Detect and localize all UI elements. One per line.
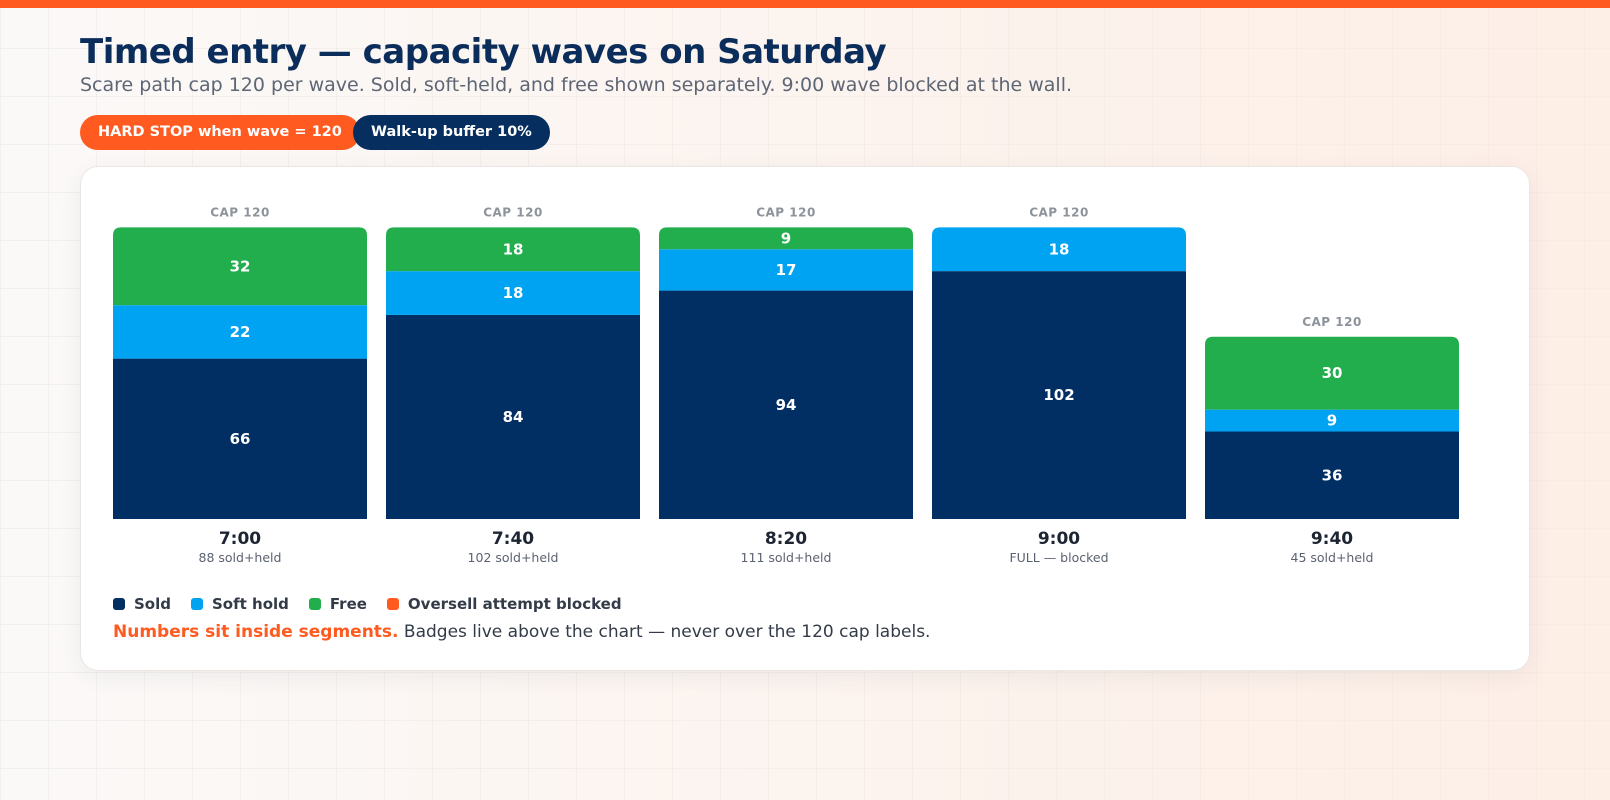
bar-segment-soft_hold-5 [1205,409,1459,432]
bar-segment-sold-5 [1205,431,1459,519]
data-label-sold-2: 84 [503,408,524,426]
data-label-sold-3: 94 [776,396,797,414]
bar-segment-free-3 [659,227,913,250]
bar-segment-soft_hold-4 [932,227,1186,272]
x-tick-label-1: 7:00 [219,529,261,549]
x-sublabel-2: 102 sold+held [468,550,559,565]
chart-legend: Sold Soft hold Free Oversell attempt blo… [113,595,642,613]
legend-item-oversell: Oversell attempt blocked [386,595,622,613]
data-label-sold-5: 36 [1322,466,1343,484]
legend-label-sold: Sold [134,595,171,613]
cap-label-4: CAP 120 [1029,205,1089,219]
bar-segment-free-5 [1205,336,1459,410]
data-label-sold-1: 66 [230,430,251,448]
bar-segment-soft_hold-3 [659,249,913,291]
data-label-free-2: 18 [503,240,524,258]
legend-swatch-oversell [386,598,399,610]
legend-swatch-sold [113,598,125,610]
legend-swatch-free [308,598,321,610]
legend-label-soft-hold: Soft hold [212,595,289,613]
data-label-free-5: 30 [1322,364,1343,382]
chart-card: 66 22 32 CAP 120 7:00 88 sold+held 84 18 18 CAP 1… [80,166,1530,671]
bar-segment-free-2 [386,227,640,272]
legend-swatch-soft-hold [191,598,203,610]
chart-note: Numbers sit inside segments. Badges live… [113,622,930,642]
bar-segment-sold-4 [932,271,1186,519]
accent-top-bar [0,0,1610,8]
cap-label-1: CAP 120 [210,205,270,219]
bar-segment-free-1 [113,227,367,306]
bar-segment-sold-3 [659,290,913,519]
page-subtitle: Scare path cap 120 per wave. Sold, soft-… [80,74,1073,96]
x-tick-label-3: 8:20 [765,529,807,549]
bar-segment-sold-1 [113,358,367,519]
cap-label-2: CAP 120 [483,205,543,219]
data-label-soft_hold-4: 18 [1049,240,1070,258]
legend-label-free: Free [329,595,367,613]
bar-segment-sold-2 [386,314,640,519]
chart-note-highlight: Numbers sit inside segments. [113,622,399,642]
walkup-buffer-badge: Walk-up buffer 10% [353,115,550,150]
legend-item-free: Free [308,595,367,613]
data-label-soft_hold-1: 22 [230,323,251,341]
x-sublabel-3: 111 sold+held [741,550,832,565]
data-label-sold-4: 102 [1043,386,1074,404]
data-label-soft_hold-3: 17 [776,261,797,279]
legend-item-sold: Sold [113,595,171,613]
data-label-soft_hold-2: 18 [503,284,524,302]
chart-note-text: Badges live above the chart — never over… [398,622,931,642]
data-label-free-1: 32 [230,257,251,275]
cap-label-5: CAP 120 [1302,315,1362,329]
legend-label-oversell: Oversell attempt blocked [407,595,622,613]
x-sublabel-4: FULL — blocked [1009,550,1108,565]
data-label-soft_hold-5: 9 [1327,412,1337,430]
hard-stop-badge: HARD STOP when wave = 120 [80,115,360,150]
data-label-free-3: 9 [781,229,791,247]
cap-label-3: CAP 120 [756,205,816,219]
x-sublabel-1: 88 sold+held [199,550,282,565]
bar-segment-soft_hold-1 [113,305,367,359]
legend-item-soft-hold: Soft hold [191,595,289,613]
page-title: Timed entry — capacity waves on Saturday [80,32,887,72]
bar-segment-soft_hold-2 [386,271,640,315]
x-sublabel-5: 45 sold+held [1291,550,1374,565]
x-tick-label-5: 9:40 [1311,529,1353,549]
x-tick-label-4: 9:00 [1038,529,1080,549]
x-tick-label-2: 7:40 [492,529,534,549]
